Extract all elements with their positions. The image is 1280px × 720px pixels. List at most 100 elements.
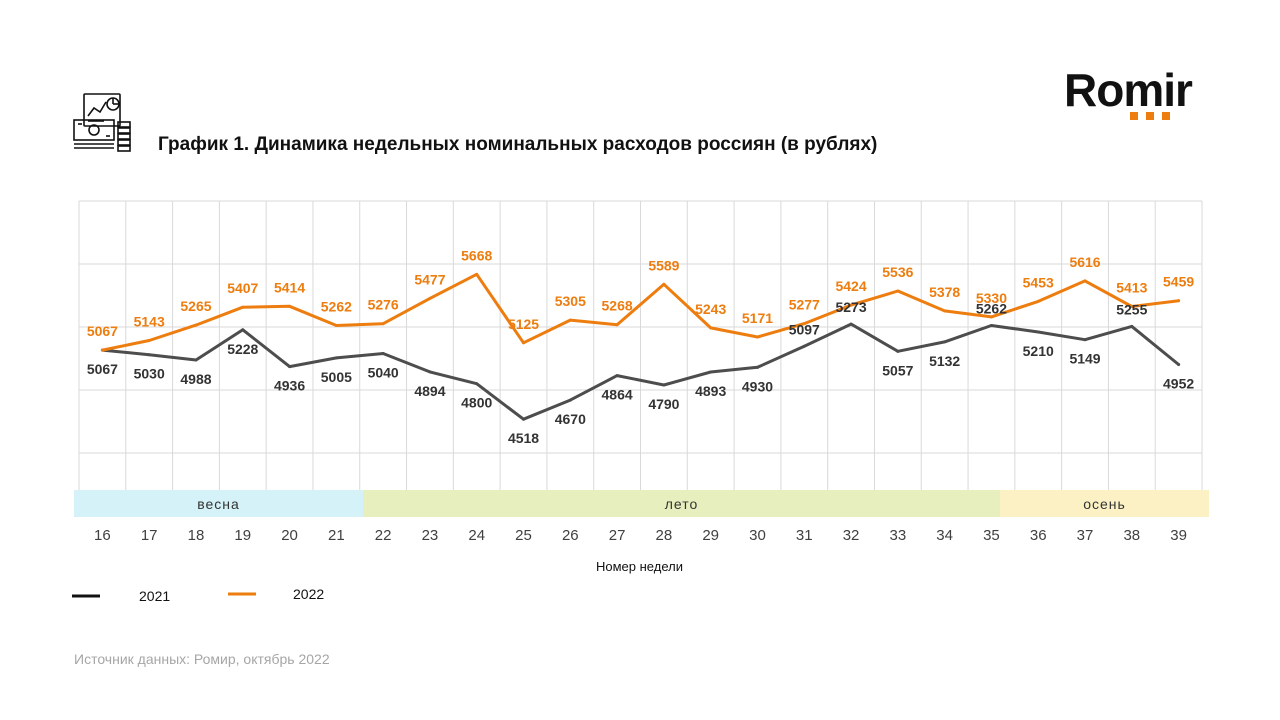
data-point-2021	[943, 340, 947, 344]
x-axis-label: Номер недели	[596, 559, 683, 574]
data-point-2021	[1083, 338, 1087, 342]
data-label-2022: 5268	[602, 298, 633, 314]
data-point-2021	[802, 344, 806, 348]
data-point-2021	[568, 398, 572, 402]
x-tick-label: 18	[188, 527, 205, 544]
data-label-2022: 5407	[227, 280, 258, 296]
data-point-2021	[849, 322, 853, 326]
data-label-2021: 4952	[1163, 376, 1194, 392]
data-point-2021	[194, 358, 198, 362]
data-label-2022: 5262	[321, 298, 352, 314]
data-label-2022: 5453	[1023, 274, 1054, 290]
data-point-2021	[381, 351, 385, 355]
data-point-2021	[1036, 330, 1040, 334]
data-point-2021	[428, 370, 432, 374]
x-tick-label: 33	[890, 527, 907, 544]
logo-text: Romir	[1064, 64, 1193, 116]
data-label-2021: 5262	[976, 300, 1007, 316]
data-point-2022	[381, 322, 385, 326]
logo-dot	[1162, 112, 1170, 120]
data-label-2022: 5589	[648, 257, 679, 273]
data-label-2021: 5057	[882, 362, 913, 378]
x-tick-label: 38	[1123, 527, 1140, 544]
data-point-2022	[1083, 279, 1087, 283]
data-label-2021: 5273	[835, 299, 866, 315]
x-tick-label: 36	[1030, 527, 1047, 544]
x-tick-label: 16	[94, 527, 111, 544]
legend-label-2022: 2022	[293, 586, 324, 602]
x-tick-label: 31	[796, 527, 813, 544]
logo-dot	[1146, 112, 1154, 120]
data-point-2021	[1177, 363, 1181, 367]
data-label-2022: 5276	[368, 297, 399, 313]
data-point-2022	[100, 348, 104, 352]
data-label-2021: 4936	[274, 378, 305, 394]
data-point-2022	[755, 335, 759, 339]
chart-title: График 1. Динамика недельных номинальных…	[158, 134, 878, 155]
data-label-2022: 5536	[882, 264, 913, 280]
data-point-2021	[522, 417, 526, 421]
data-point-2022	[194, 323, 198, 327]
data-point-2022	[1177, 299, 1181, 303]
x-tick-label: 21	[328, 527, 345, 544]
data-label-2022: 5477	[414, 271, 445, 287]
data-label-2022: 5459	[1163, 274, 1194, 290]
season-band	[74, 490, 363, 517]
x-tick-label: 22	[375, 527, 392, 544]
x-tick-label: 30	[749, 527, 766, 544]
data-point-2022	[662, 282, 666, 286]
data-label-2022: 5616	[1069, 254, 1100, 270]
data-point-2021	[896, 349, 900, 353]
data-label-2021: 5030	[134, 366, 165, 382]
data-label-2021: 4864	[602, 387, 633, 403]
data-point-2022	[1036, 299, 1040, 303]
data-point-2022	[989, 315, 993, 319]
x-tick-label: 29	[702, 527, 719, 544]
data-point-2022	[568, 318, 572, 322]
x-tick-label: 17	[141, 527, 158, 544]
data-point-2022	[334, 323, 338, 327]
x-tick-label: 37	[1077, 527, 1094, 544]
season-band	[363, 490, 1000, 517]
data-point-2022	[288, 304, 292, 308]
data-point-2022	[896, 289, 900, 293]
data-label-2022: 5067	[87, 323, 118, 339]
season-label: лето	[665, 496, 699, 512]
data-label-2021: 5067	[87, 361, 118, 377]
data-label-2022: 5277	[789, 297, 820, 313]
data-label-2021: 4988	[180, 371, 211, 387]
x-tick-label: 27	[609, 527, 626, 544]
data-source: Источник данных: Ромир, октябрь 2022	[74, 651, 330, 667]
data-point-2021	[475, 382, 479, 386]
data-point-2022	[709, 326, 713, 330]
data-point-2021	[662, 383, 666, 387]
x-tick-label: 26	[562, 527, 579, 544]
data-point-2022	[522, 341, 526, 345]
data-point-2021	[989, 323, 993, 327]
data-label-2021: 4800	[461, 395, 492, 411]
data-label-2021: 4893	[695, 383, 726, 399]
x-tick-label: 35	[983, 527, 1000, 544]
logo-dots	[1130, 112, 1210, 122]
legend-label-2021: 2021	[139, 588, 170, 604]
data-label-2022: 5424	[835, 278, 866, 294]
data-point-2021	[709, 370, 713, 374]
data-label-2022: 5265	[180, 298, 211, 314]
x-tick-label: 25	[515, 527, 532, 544]
romir-logo: Romir	[1064, 64, 1214, 124]
x-tick-label: 24	[468, 527, 485, 544]
data-point-2022	[802, 322, 806, 326]
x-tick-label: 20	[281, 527, 298, 544]
data-label-2021: 4790	[648, 396, 679, 412]
logo-dot	[1130, 112, 1138, 120]
data-point-2022	[1130, 304, 1134, 308]
data-label-2022: 5378	[929, 284, 960, 300]
x-tick-label: 34	[936, 527, 953, 544]
data-label-2021: 4894	[414, 383, 445, 399]
data-point-2022	[428, 296, 432, 300]
data-label-2022: 5171	[742, 310, 773, 326]
data-point-2022	[147, 338, 151, 342]
data-label-2021: 5149	[1069, 351, 1100, 367]
data-label-2021: 5132	[929, 353, 960, 369]
